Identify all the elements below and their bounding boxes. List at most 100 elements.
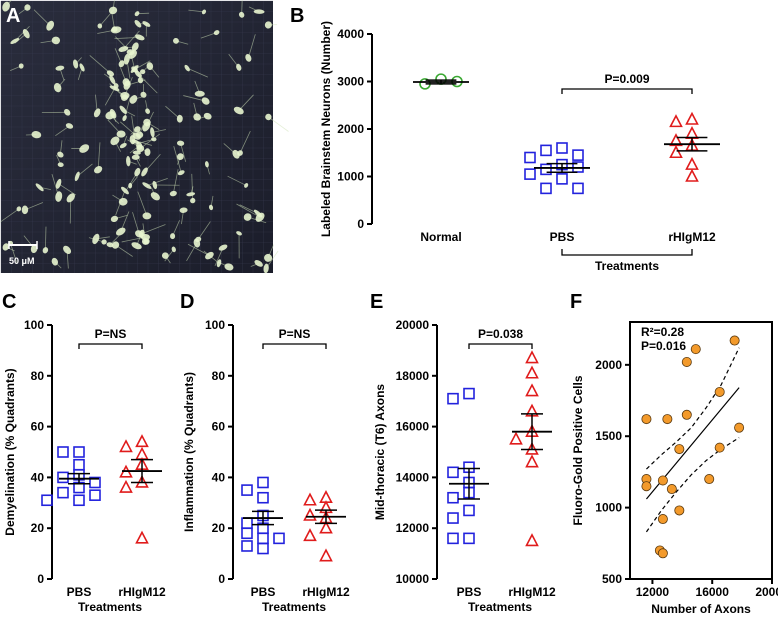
y-tick-label: 4000 [337,27,364,41]
data-point [729,335,740,346]
neuron-soma [177,170,185,176]
neurite [172,169,179,194]
data-point [524,151,536,164]
data-point [241,527,253,540]
neuron-soma [173,37,179,44]
neurite [124,97,131,119]
x-category-label: PBS [550,230,575,244]
data-point [666,484,677,495]
x-axis-label: Number of Axons [651,602,751,616]
data-point [57,446,69,458]
significance-label: P=0.009 [604,72,649,86]
neuron-soma [65,123,74,129]
y-tick-label: 60 [212,420,226,434]
neuron-soma [190,197,196,204]
chart-b: 0 1000 2000 3000 4000 Labeled Brainstem Neuro… [319,21,720,273]
neuron-soma [2,243,9,251]
neuron-soma [193,113,201,121]
neuron-soma [122,115,127,122]
y-tick-label: 3000 [337,75,364,89]
neurite [241,0,243,15]
neuron-soma [170,233,176,240]
neuron-soma [134,70,142,78]
neuron-soma [74,171,80,182]
x-category-label: rHIgM12 [118,585,166,599]
x-axis-label: Treatments [468,600,532,614]
neuron-soma [140,91,147,98]
data-point [641,414,652,425]
neuron-soma [130,65,139,73]
neuron-soma [253,209,263,218]
x-tick-label: 16000 [696,585,730,599]
data-point [657,514,668,525]
neuron-soma [136,144,145,153]
neurite [114,36,140,39]
y-tick-label: 60 [31,420,45,434]
neuron-soma [137,77,144,84]
neurite [187,67,209,78]
neuron-soma [10,38,20,45]
data-point [540,144,552,157]
plot-frame [629,321,773,580]
x-category-label: PBS [251,585,276,599]
data-point [690,344,701,355]
neurite [247,34,256,58]
neuron-soma [263,263,269,274]
data-point [714,442,725,453]
stat-label: R²=0.28 [641,325,684,339]
neuron-soma [243,213,252,221]
neuron-soma [140,233,150,241]
neuron-soma [63,245,72,254]
scale-bar-label: 50 μM [9,256,35,266]
neuron-soma [142,212,152,220]
data-point [241,484,253,496]
neurite [152,129,166,133]
data-point [674,505,685,516]
data-point [669,145,683,159]
panel-letter-d: D [180,291,194,313]
neurite [89,55,111,74]
neuron-soma [132,150,141,155]
data-point [447,466,459,479]
data-point [257,542,269,555]
data-point [572,149,584,161]
data-point [525,533,539,547]
panel-letter-a: A [6,5,20,27]
neurite [239,130,251,154]
neuron-soma [143,118,151,127]
chart-e: 10000 12000 14000 16000 18000 20000 Mid-thorac… [373,318,556,614]
neuron-soma [55,65,65,71]
data-point [681,356,692,367]
neuron-soma [122,78,130,87]
neuron-soma [201,97,210,105]
neurite [236,203,261,218]
y-tick-label: 2000 [337,122,364,136]
neuron-soma [64,108,71,116]
panel-a: A 50 μM [0,0,289,274]
neuron-soma [131,242,142,250]
series-pbs [241,476,285,555]
neuron-soma [218,244,228,251]
neuron-soma [213,30,220,36]
data-point [734,422,745,433]
data-point [674,444,685,455]
neurite [112,0,115,11]
neuron-soma [151,137,157,142]
neuron-soma [106,242,114,248]
neuron-soma [141,167,148,177]
neurite [146,178,168,186]
y-tick-label: 0 [37,572,44,586]
neuron-soma [55,178,62,189]
series-normal [413,73,469,90]
neuron-soma [31,131,42,139]
neuron-soma [119,105,127,114]
data-point [447,512,459,524]
data-point [73,446,85,458]
x-group-bracket [561,249,693,256]
neuron-soma [203,112,212,120]
neurite [191,173,194,201]
data-point [662,414,673,425]
y-tick-label: 14000 [396,470,430,484]
chart-f: 500 1000 1500 2000 12000 16000 20000 Fluoro-Gol… [571,321,778,616]
neuron-soma [238,11,245,18]
